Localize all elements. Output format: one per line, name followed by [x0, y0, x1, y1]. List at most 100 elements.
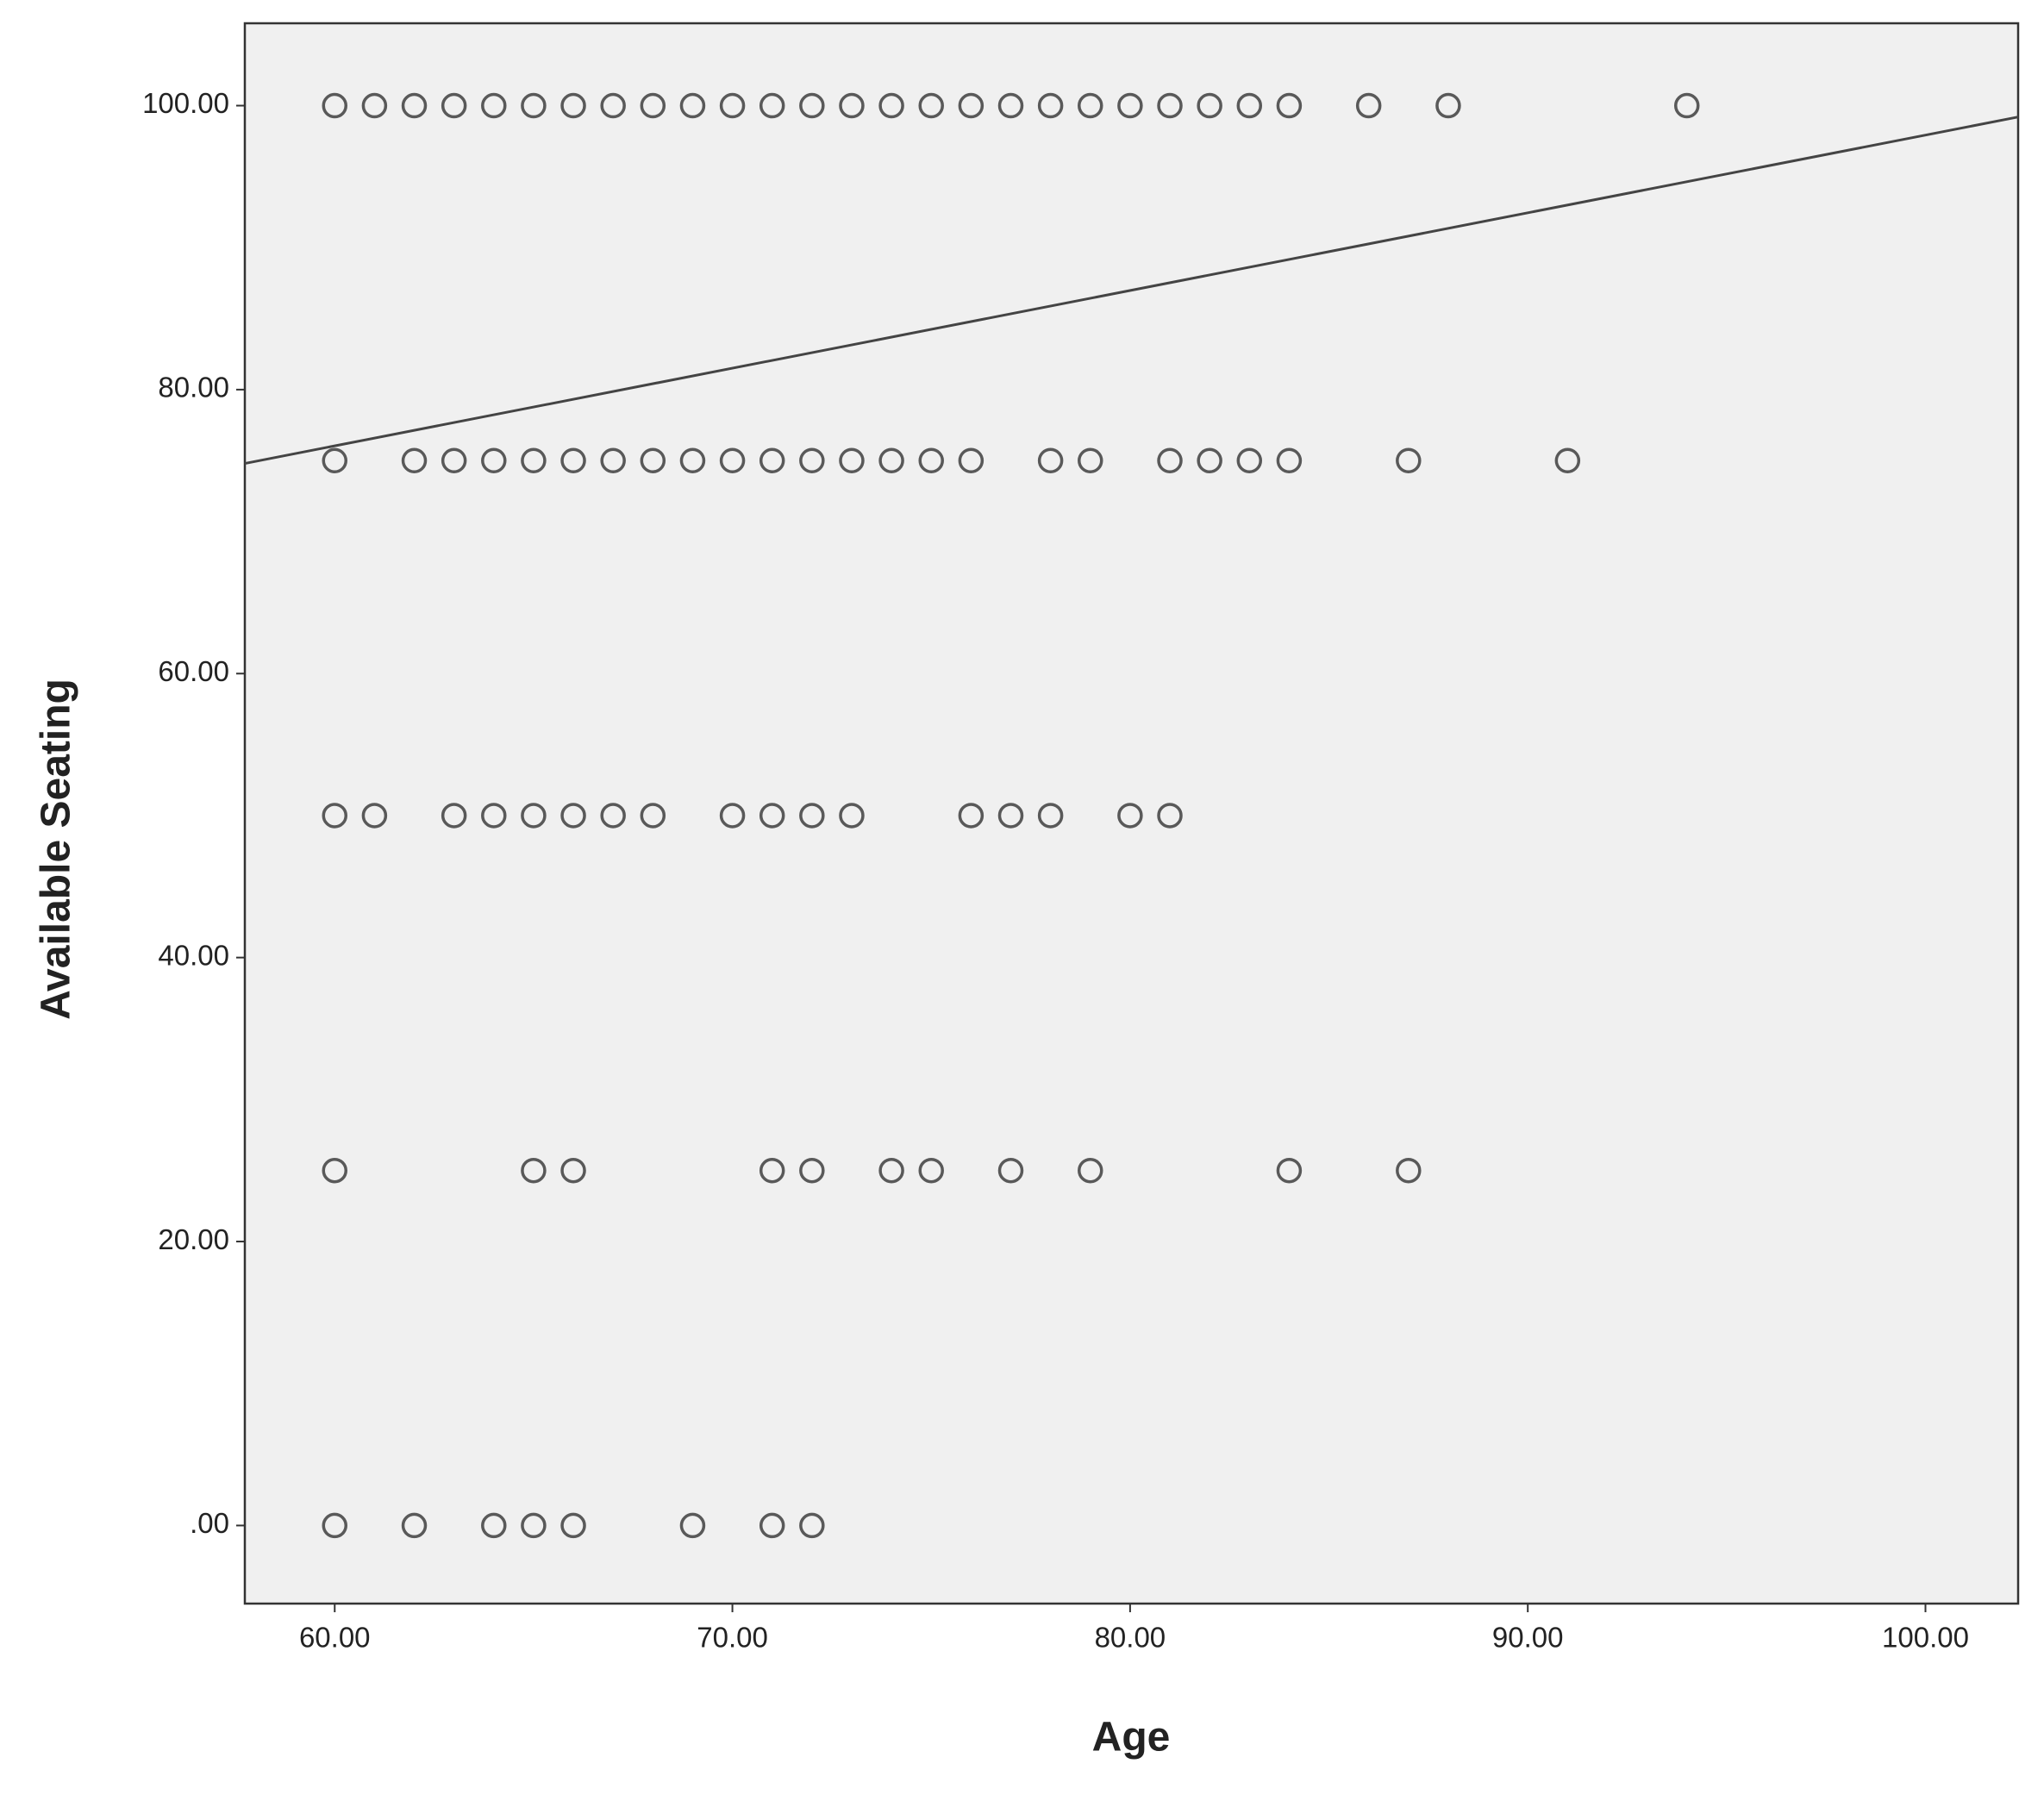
point [521, 1512, 547, 1539]
point [918, 1157, 944, 1184]
point [1276, 92, 1303, 119]
point [1673, 92, 1700, 119]
point [679, 1512, 706, 1539]
point [759, 1512, 785, 1539]
point [839, 92, 865, 119]
y-tick-label: .00 [190, 1507, 229, 1539]
x-tick-label: 100.00 [1882, 1622, 1969, 1654]
y-tick-label: 20.00 [158, 1223, 229, 1255]
point [361, 92, 388, 119]
point [1236, 92, 1263, 119]
x-tick-label: 80.00 [1095, 1622, 1166, 1654]
point [521, 92, 547, 119]
point [401, 447, 428, 473]
y-tick-label: 100.00 [142, 87, 229, 119]
point [640, 92, 666, 119]
point [1197, 92, 1222, 119]
point [401, 92, 428, 119]
point [799, 447, 825, 473]
x-tick-label: 90.00 [1492, 1622, 1564, 1654]
point [560, 1157, 586, 1184]
point [441, 92, 467, 119]
point [1396, 447, 1422, 473]
point [322, 803, 348, 829]
point [759, 92, 785, 119]
point [640, 803, 666, 829]
point [958, 92, 984, 119]
point [441, 803, 467, 829]
point [560, 803, 586, 829]
point [322, 92, 348, 119]
point [799, 803, 825, 829]
point [1197, 447, 1222, 473]
point [918, 447, 944, 473]
point [1037, 92, 1064, 119]
point [322, 447, 348, 473]
point [481, 803, 507, 829]
point [640, 447, 666, 473]
y-tick-label: 60.00 [158, 655, 229, 687]
point [1554, 447, 1581, 473]
point [958, 803, 984, 829]
point [759, 1157, 785, 1184]
point [560, 92, 586, 119]
point [481, 92, 507, 119]
point [679, 92, 706, 119]
point [719, 92, 746, 119]
point [799, 1157, 825, 1184]
point [759, 447, 785, 473]
point [481, 1512, 507, 1539]
point [839, 447, 865, 473]
point [1435, 92, 1461, 119]
y-tick-label: 80.00 [158, 372, 229, 403]
x-tick-label: 60.00 [299, 1622, 371, 1654]
point [878, 1157, 904, 1184]
point [1157, 803, 1183, 829]
point [600, 447, 626, 473]
point [560, 447, 586, 473]
point [1037, 447, 1064, 473]
point [1117, 803, 1143, 829]
point [1396, 1157, 1422, 1184]
point [918, 92, 944, 119]
point [481, 447, 507, 473]
point [1117, 92, 1143, 119]
point [997, 92, 1024, 119]
point [322, 1157, 348, 1184]
point [521, 1157, 547, 1184]
point [600, 92, 626, 119]
point [560, 1512, 586, 1539]
point [878, 447, 904, 473]
point [1078, 92, 1103, 119]
point [1236, 447, 1263, 473]
x-axis-title: Age [1092, 1715, 1171, 1761]
point [1078, 447, 1103, 473]
point [521, 803, 547, 829]
point [997, 803, 1024, 829]
point [322, 1512, 348, 1539]
point [799, 1512, 825, 1539]
point [958, 447, 984, 473]
point [441, 447, 467, 473]
point [997, 1157, 1024, 1184]
point [679, 447, 706, 473]
point [719, 447, 746, 473]
point [759, 803, 785, 829]
point [1276, 447, 1303, 473]
point [1078, 1157, 1103, 1184]
point [521, 447, 547, 473]
point [1355, 92, 1382, 119]
point [1276, 1157, 1303, 1184]
point [1037, 803, 1064, 829]
point [361, 803, 388, 829]
x-tick-label: 70.00 [697, 1622, 768, 1654]
plot-area [243, 22, 2020, 1605]
y-axis-title: Available Seating [34, 679, 79, 1020]
point [401, 1512, 428, 1539]
fit-line [244, 116, 2019, 466]
point [799, 92, 825, 119]
y-tick-label: 40.00 [158, 939, 229, 971]
point [1157, 92, 1183, 119]
point [1157, 447, 1183, 473]
